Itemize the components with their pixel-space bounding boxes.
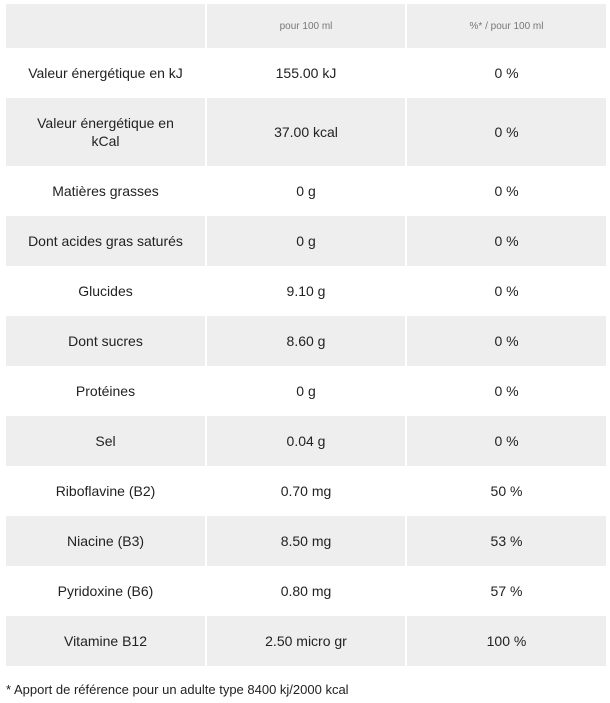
nutrient-percent: 100 % xyxy=(486,633,527,649)
nutrient-name: Vitamine B12 xyxy=(6,616,207,666)
table-row: Valeur énergétique en kJ 155.00 kJ 0 % xyxy=(6,48,606,98)
nutrient-value: 8.50 mg xyxy=(206,516,407,566)
nutrient-name: Sel xyxy=(6,416,207,466)
nutrient-percent: 0 % xyxy=(494,65,519,81)
table-row: Matières grasses 0 g 0 % xyxy=(6,166,606,216)
nutrient-percent: 0 % xyxy=(494,183,519,199)
header-nutrient xyxy=(6,4,207,48)
nutrient-name: Valeur énergétique en kJ xyxy=(6,48,207,98)
nutrient-value: 9.10 g xyxy=(206,266,407,316)
table-row: Riboflavine (B2) 0.70 mg 50 % xyxy=(6,466,606,516)
nutrient-percent: 0 % xyxy=(494,233,519,249)
nutrient-value: 2.50 micro gr xyxy=(206,616,407,666)
nutrient-value: 155.00 kJ xyxy=(206,48,407,98)
table-row: Dont sucres 8.60 g 0 % xyxy=(6,316,606,366)
nutrient-value: 37.00 kcal xyxy=(206,98,407,166)
nutrient-name: Glucides xyxy=(6,266,207,316)
nutrient-percent: 53 % xyxy=(490,533,523,549)
nutrient-name: Niacine (B3) xyxy=(6,516,207,566)
table-row: Pyridoxine (B6) 0.80 mg 57 % xyxy=(6,566,606,616)
nutrient-percent: 57 % xyxy=(490,583,523,599)
nutrient-percent: 50 % xyxy=(490,483,523,499)
nutrient-percent: 0 % xyxy=(494,283,519,299)
table-row: Sel 0.04 g 0 % xyxy=(6,416,606,466)
nutrient-name: Valeur énergétique en kCal xyxy=(6,98,207,166)
table-row: Vitamine B12 2.50 micro gr 100 % xyxy=(6,616,606,666)
nutrient-name: Dont sucres xyxy=(6,316,207,366)
table-row: Glucides 9.10 g 0 % xyxy=(6,266,606,316)
nutrition-table: pour 100 ml %* / pour 100 ml Valeur éner… xyxy=(6,4,606,666)
nutrient-value: 8.60 g xyxy=(206,316,407,366)
nutrient-name: Pyridoxine (B6) xyxy=(6,566,207,616)
nutrient-value: 0.80 mg xyxy=(206,566,407,616)
table-header-row: pour 100 ml %* / pour 100 ml xyxy=(6,4,606,48)
nutrient-value: 0.70 mg xyxy=(206,466,407,516)
nutrient-percent: 0 % xyxy=(494,333,519,349)
nutrient-value: 0 g xyxy=(206,366,407,416)
nutrient-value: 0 g xyxy=(206,166,407,216)
nutrient-value: 0.04 g xyxy=(206,416,407,466)
table-row: Protéines 0 g 0 % xyxy=(6,366,606,416)
table-row: Valeur énergétique en kCal 37.00 kcal 0 … xyxy=(6,98,606,166)
nutrient-value: 0 g xyxy=(206,216,407,266)
nutrient-name: Matières grasses xyxy=(6,166,207,216)
header-per-100ml: pour 100 ml xyxy=(206,4,407,48)
table-row: Niacine (B3) 8.50 mg 53 % xyxy=(6,516,606,566)
nutrient-name: Protéines xyxy=(6,366,207,416)
nutrient-name: Dont acides gras saturés xyxy=(6,216,207,266)
header-percent-per-100ml: %* / pour 100 ml xyxy=(469,20,544,32)
nutrient-percent: 0 % xyxy=(494,383,519,399)
nutrient-percent: 0 % xyxy=(494,124,519,140)
nutrient-name: Riboflavine (B2) xyxy=(6,466,207,516)
nutrient-percent: 0 % xyxy=(494,433,519,449)
reference-intake-footnote: * Apport de référence pour un adulte typ… xyxy=(6,682,349,697)
table-row: Dont acides gras saturés 0 g 0 % xyxy=(6,216,606,266)
